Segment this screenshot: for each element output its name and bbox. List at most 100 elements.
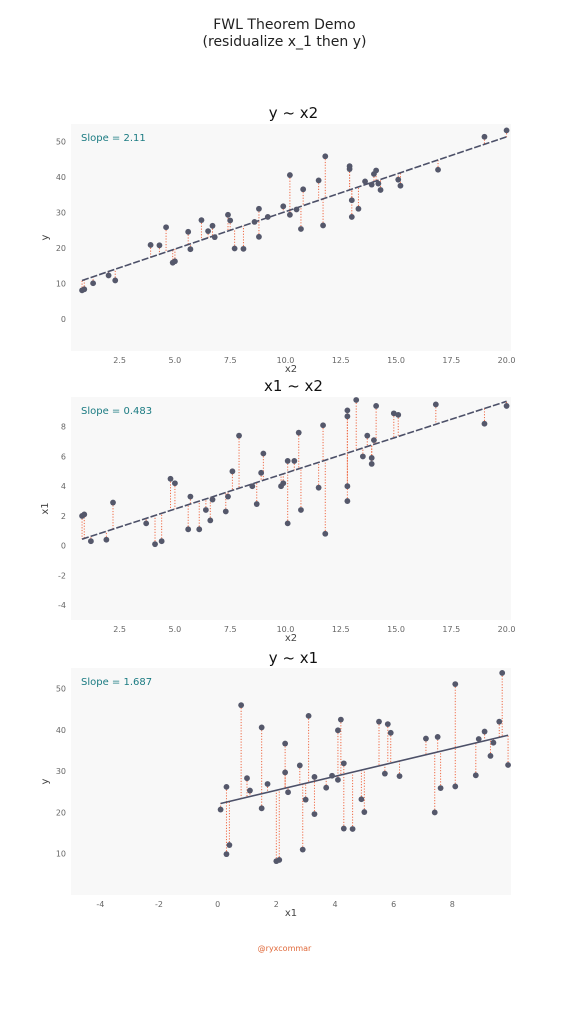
data-point bbox=[359, 453, 366, 460]
data-point bbox=[481, 133, 488, 140]
data-point bbox=[158, 538, 165, 545]
x-tick-label: 5.0 bbox=[169, 356, 182, 365]
data-point bbox=[276, 857, 283, 863]
data-point bbox=[340, 760, 347, 767]
data-point bbox=[147, 242, 154, 248]
x-tick-label: 15.0 bbox=[387, 356, 405, 365]
data-point bbox=[202, 507, 209, 513]
x-tick-label: 2.5 bbox=[113, 625, 126, 634]
data-point bbox=[103, 536, 110, 543]
x-tick-label: 6 bbox=[391, 900, 396, 909]
data-point bbox=[344, 413, 351, 420]
data-point bbox=[256, 233, 262, 240]
x-tick-label: 20.0 bbox=[498, 356, 516, 365]
data-point bbox=[315, 177, 322, 184]
plot-area bbox=[71, 668, 511, 895]
x-tick-label: 5.0 bbox=[169, 625, 182, 634]
data-point bbox=[320, 422, 326, 429]
data-point bbox=[373, 403, 380, 409]
x-tick-label: 7.5 bbox=[224, 356, 237, 365]
data-point bbox=[225, 211, 231, 218]
data-point bbox=[247, 787, 253, 794]
data-point bbox=[209, 222, 216, 229]
data-point bbox=[293, 206, 300, 213]
x-tick-label: 7.5 bbox=[224, 625, 237, 634]
data-point bbox=[499, 670, 506, 676]
y-tick-label: 50 bbox=[56, 138, 66, 147]
data-point bbox=[481, 728, 488, 735]
data-point bbox=[503, 127, 510, 134]
data-point bbox=[435, 166, 441, 173]
data-point bbox=[329, 772, 335, 779]
data-point bbox=[253, 501, 260, 507]
data-point bbox=[349, 826, 356, 832]
data-point bbox=[368, 461, 375, 467]
data-point bbox=[337, 716, 344, 723]
data-point bbox=[432, 401, 439, 408]
data-point bbox=[335, 727, 341, 734]
data-point bbox=[348, 197, 355, 204]
data-point bbox=[187, 493, 194, 500]
data-point bbox=[282, 769, 289, 776]
data-point bbox=[282, 740, 289, 747]
data-point bbox=[395, 411, 402, 418]
data-point bbox=[286, 211, 293, 218]
data-point bbox=[105, 272, 112, 279]
plot-area bbox=[71, 124, 511, 351]
y-tick-label: 10 bbox=[56, 280, 66, 289]
data-point bbox=[452, 783, 459, 790]
data-point bbox=[505, 762, 511, 768]
data-point bbox=[423, 735, 429, 742]
data-point bbox=[358, 796, 365, 803]
data-point bbox=[362, 178, 368, 185]
data-point bbox=[152, 541, 158, 548]
data-point bbox=[209, 496, 216, 503]
data-point bbox=[222, 508, 229, 515]
slope-annotation: Slope = 1.687 bbox=[81, 677, 152, 688]
data-point bbox=[296, 762, 303, 769]
data-point bbox=[344, 483, 351, 490]
data-point bbox=[503, 403, 510, 409]
data-point bbox=[344, 407, 351, 414]
data-point bbox=[437, 785, 444, 792]
data-point bbox=[395, 176, 402, 183]
y-tick-label: 30 bbox=[56, 767, 66, 776]
data-point bbox=[396, 773, 403, 780]
y-axis-label: y bbox=[40, 234, 51, 240]
data-point bbox=[226, 842, 233, 848]
y-tick-label: 8 bbox=[61, 423, 66, 432]
data-point bbox=[264, 781, 271, 787]
data-point bbox=[364, 432, 371, 439]
data-point bbox=[368, 181, 375, 188]
data-point bbox=[361, 809, 368, 815]
data-point bbox=[300, 186, 307, 193]
panel-3-plot: -4 -2 0 2 4 6 8 10 20 30 40 50 x1 y Slope = 1.687 bbox=[40, 668, 511, 919]
x-axis-label: x2 bbox=[285, 364, 297, 375]
data-point bbox=[236, 432, 242, 439]
data-point bbox=[110, 499, 116, 506]
x-tick-label: 0 bbox=[215, 900, 220, 909]
data-point bbox=[472, 772, 479, 779]
data-point bbox=[251, 218, 258, 225]
data-point bbox=[315, 484, 322, 491]
x-tick-label: 4 bbox=[332, 900, 337, 909]
data-point bbox=[390, 410, 397, 417]
y-tick-label: 50 bbox=[56, 685, 66, 694]
data-point bbox=[223, 851, 230, 858]
y-tick-label: 40 bbox=[56, 726, 66, 735]
data-point bbox=[320, 222, 326, 229]
data-point bbox=[258, 469, 265, 476]
data-point bbox=[227, 217, 234, 224]
x-tick-label: 20.0 bbox=[498, 625, 516, 634]
y-tick-label: 0 bbox=[61, 542, 66, 551]
fit-line bbox=[220, 734, 509, 805]
data-point bbox=[284, 520, 291, 527]
data-point bbox=[344, 498, 351, 504]
data-point bbox=[298, 507, 304, 513]
data-point bbox=[229, 468, 236, 475]
data-point bbox=[231, 245, 238, 252]
data-point bbox=[223, 783, 230, 790]
data-point bbox=[355, 205, 362, 212]
data-point bbox=[291, 458, 298, 464]
data-point bbox=[264, 214, 271, 220]
